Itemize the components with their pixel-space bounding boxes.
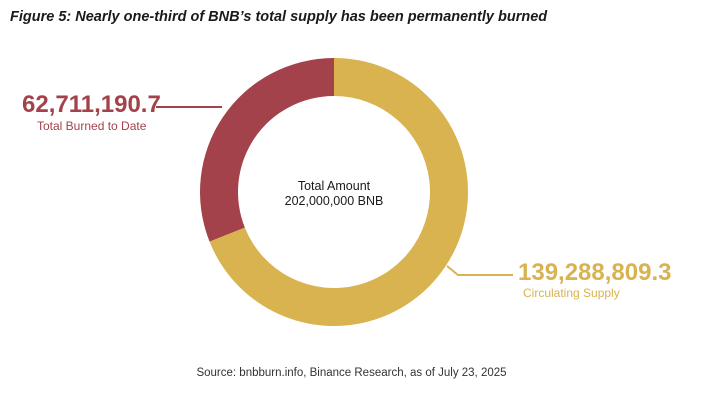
circulating-leader-line <box>446 265 513 276</box>
chart-title: Figure 5: Nearly one-third of BNB’s tota… <box>10 9 548 25</box>
circulating-value-label: 139,288,809.3 <box>518 259 671 286</box>
circulating-slice <box>209 58 469 327</box>
center-total-value: 202,000,000 BNB <box>285 194 384 208</box>
center-total-label: Total Amount <box>298 179 371 193</box>
burned-slice <box>199 58 334 242</box>
circulating-slice-label: Circulating Supply <box>523 286 620 300</box>
burned-slice-label: Total Burned to Date <box>37 119 147 133</box>
source-note: Source: bnbburn.info, Binance Research, … <box>196 367 507 379</box>
burned-value-label: 62,711,190.7 <box>22 91 161 118</box>
